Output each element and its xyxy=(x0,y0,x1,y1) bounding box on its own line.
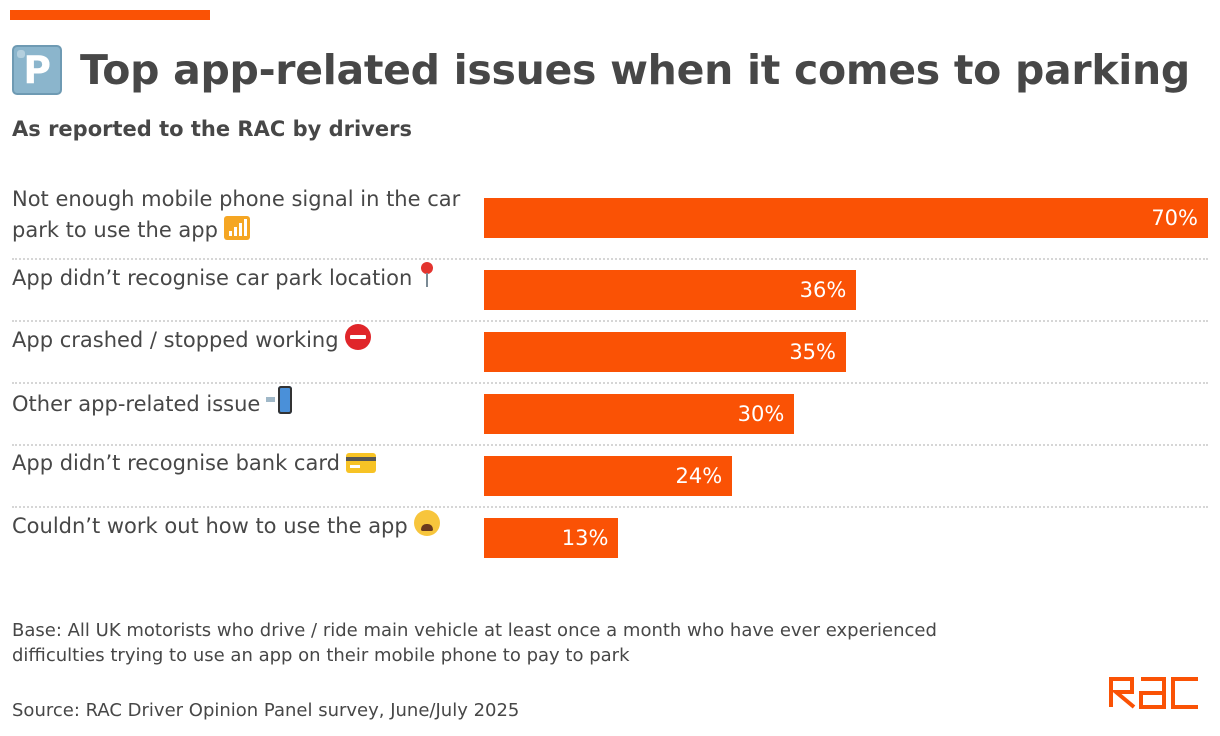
bar-value-label: 13% xyxy=(561,526,609,550)
bar-chart: Not enough mobile phone signal in the ca… xyxy=(0,180,1220,580)
bar: 70% xyxy=(484,198,1208,238)
no-entry-icon xyxy=(344,324,371,350)
bar: 24% xyxy=(484,456,733,496)
bar-value-label: 35% xyxy=(789,340,836,364)
category-label: Other app-related issue xyxy=(12,386,482,420)
rac-logo xyxy=(1109,677,1198,709)
category-label-text: App crashed / stopped working xyxy=(12,328,339,352)
category-label: Couldn’t work out how to use the app xyxy=(12,510,482,542)
bar-value-label: 70% xyxy=(1151,206,1198,230)
category-label-text: App didn’t recognise bank card xyxy=(12,451,340,475)
row-divider xyxy=(12,444,1208,446)
base-note: Base: All UK motorists who drive / ride … xyxy=(12,620,937,666)
row-divider xyxy=(12,506,1208,508)
location-pin-icon xyxy=(418,262,436,288)
signal-bars-icon xyxy=(223,216,250,240)
bar: 13% xyxy=(484,518,619,558)
row-divider xyxy=(12,382,1208,384)
bar: 36% xyxy=(484,270,857,310)
weary-face-icon xyxy=(413,510,440,536)
category-label: App crashed / stopped working xyxy=(12,324,482,356)
mobile-phone-arrow-icon xyxy=(266,386,296,414)
bar: 35% xyxy=(484,332,846,372)
logo-letter-r xyxy=(1109,677,1136,709)
row-divider xyxy=(12,320,1208,322)
source-note: Source: RAC Driver Opinion Panel survey,… xyxy=(12,700,520,721)
chart-title-text: Top app-related issues when it comes to … xyxy=(80,46,1190,94)
credit-card-icon xyxy=(345,453,376,473)
bar-value-label: 30% xyxy=(737,402,785,426)
logo-letter-c xyxy=(1171,677,1198,709)
accent-bar xyxy=(10,10,210,20)
category-label-text: Other app-related issue xyxy=(12,392,261,416)
category-label-text: Not enough mobile phone signal in the ca… xyxy=(12,187,461,242)
row-divider xyxy=(12,258,1208,260)
bar-value-label: 24% xyxy=(675,464,723,488)
category-label-text: App didn’t recognise car park location xyxy=(12,266,413,290)
bar: 30% xyxy=(484,394,795,434)
category-label: App didn’t recognise bank card xyxy=(12,448,482,479)
bar-value-label: 36% xyxy=(799,278,847,302)
category-label-text: Couldn’t work out how to use the app xyxy=(12,514,408,538)
chart-title: P Top app-related issues when it comes t… xyxy=(12,40,1190,100)
parking-icon: P xyxy=(12,45,62,95)
category-label: Not enough mobile phone signal in the ca… xyxy=(12,184,482,246)
chart-subtitle: As reported to the RAC by drivers xyxy=(12,117,412,141)
logo-letter-a xyxy=(1139,677,1166,709)
category-label: App didn’t recognise car park location xyxy=(12,262,482,294)
